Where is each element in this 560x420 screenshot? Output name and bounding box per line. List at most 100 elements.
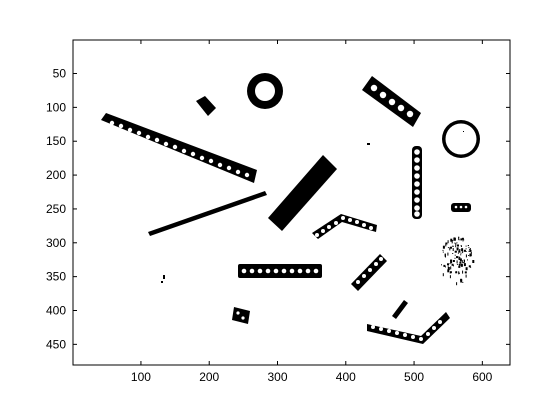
tiny-dot xyxy=(367,143,370,145)
speckle-dot xyxy=(469,249,471,251)
binary-image xyxy=(101,73,480,344)
y-tick-label: 250 xyxy=(46,202,66,216)
speckle-dot xyxy=(447,252,449,256)
speckle-dot xyxy=(454,242,456,244)
small-square-bottom xyxy=(232,307,250,324)
speckle-dot xyxy=(458,259,460,260)
tiny-mark-left xyxy=(161,275,165,283)
speckle-dot xyxy=(449,275,451,279)
ring-right xyxy=(442,120,480,158)
speckle-dot xyxy=(450,260,453,264)
thick-bar-center xyxy=(268,155,337,231)
speckle-dot xyxy=(467,245,469,247)
speckle-dot xyxy=(454,257,456,259)
speckle-dot xyxy=(451,240,453,244)
speckle-dot xyxy=(459,261,462,264)
speckle-dot xyxy=(452,245,454,247)
speckle-dot xyxy=(469,253,472,257)
speckle-dot xyxy=(461,248,464,252)
axes-frame-outline xyxy=(72,39,511,366)
ring-top xyxy=(247,73,283,109)
speckle-dot xyxy=(455,246,457,248)
speckle-dot xyxy=(462,252,464,254)
x-axis-ticks: 100 200 300 400 500 600 xyxy=(131,40,493,384)
speckle-dot xyxy=(460,252,462,254)
speckle-dot xyxy=(465,245,467,247)
speckle-dot xyxy=(465,267,468,271)
speckle-dot xyxy=(468,250,470,252)
speckle-dot xyxy=(469,248,471,251)
speckle-dot xyxy=(450,238,453,242)
speckle-dot xyxy=(447,240,449,244)
y-axis-ticks: 50 100 150 200 250 300 350 400 450 xyxy=(46,67,510,351)
speckle-dot xyxy=(459,258,462,262)
speckle-dot xyxy=(443,264,446,267)
speckle-dot xyxy=(454,254,456,256)
speckle-dot xyxy=(462,281,464,283)
speckle-dot xyxy=(463,259,465,261)
speckle-dot xyxy=(462,240,464,242)
y-tick-label: 300 xyxy=(46,236,66,250)
speckle-dot xyxy=(459,272,460,274)
speckle-dot xyxy=(452,253,454,254)
small-block-top xyxy=(196,96,216,116)
diagonal-chain-small xyxy=(351,254,387,291)
speckle-dot xyxy=(458,265,461,268)
speckle-dot xyxy=(460,245,462,246)
speckle-dot xyxy=(458,250,461,253)
perforated-plate-top-right xyxy=(362,76,421,127)
x-tick-label: 300 xyxy=(267,370,287,384)
speckle-dot xyxy=(450,266,452,270)
speckle-dot xyxy=(447,247,449,249)
speckle-dot xyxy=(468,265,471,268)
speckle-dot xyxy=(447,265,449,267)
speckle-dot xyxy=(456,260,458,264)
speckle-dot xyxy=(461,237,464,240)
y-tick-label: 50 xyxy=(53,67,67,81)
speckle-dot xyxy=(445,242,448,245)
speckle-dot xyxy=(453,265,454,267)
speckle-dot xyxy=(451,263,454,266)
speckle-dot xyxy=(464,271,467,274)
speckle-dot xyxy=(462,251,464,253)
vertical-perforated-bar xyxy=(412,146,422,219)
speckle-dot xyxy=(457,244,459,247)
long-diagonal-chain xyxy=(101,113,257,183)
speckle-dot xyxy=(441,264,442,266)
speckle-dot xyxy=(465,251,467,252)
speckle-dot xyxy=(467,259,468,261)
horizontal-chain-bottom xyxy=(238,264,322,278)
speckle-dot xyxy=(454,250,457,253)
speckle-dot xyxy=(458,256,460,260)
speckle-dot xyxy=(458,236,460,238)
speckle-dot xyxy=(445,243,447,247)
speckle-cluster xyxy=(441,236,475,286)
speckle-dot xyxy=(456,263,458,265)
speckle-dot xyxy=(445,266,446,268)
x-tick-label: 400 xyxy=(336,370,356,384)
x-tick-label: 200 xyxy=(199,370,219,384)
speckle-dot xyxy=(470,251,472,255)
speckle-dot xyxy=(462,260,464,264)
y-tick-label: 100 xyxy=(46,100,66,114)
speckle-dot xyxy=(458,271,460,275)
speckle-dot xyxy=(458,263,461,266)
speckle-dot xyxy=(460,246,462,247)
speckle-dot xyxy=(459,257,461,260)
y-tick-label: 150 xyxy=(46,134,66,148)
speckle-dot xyxy=(460,278,463,281)
speckle-dot xyxy=(456,242,458,244)
speckle-dot xyxy=(447,269,450,273)
speckle-dot xyxy=(442,251,444,253)
speckle-dot xyxy=(465,248,467,250)
speckle-dot xyxy=(450,246,452,249)
small-block-right xyxy=(451,203,471,212)
speckle-dot xyxy=(462,270,464,274)
speckle-dot xyxy=(460,254,462,256)
speckle-dot xyxy=(460,238,463,241)
speckle-dot xyxy=(445,256,446,258)
speckle-dot xyxy=(468,247,470,249)
y-tick-label: 400 xyxy=(46,303,66,317)
